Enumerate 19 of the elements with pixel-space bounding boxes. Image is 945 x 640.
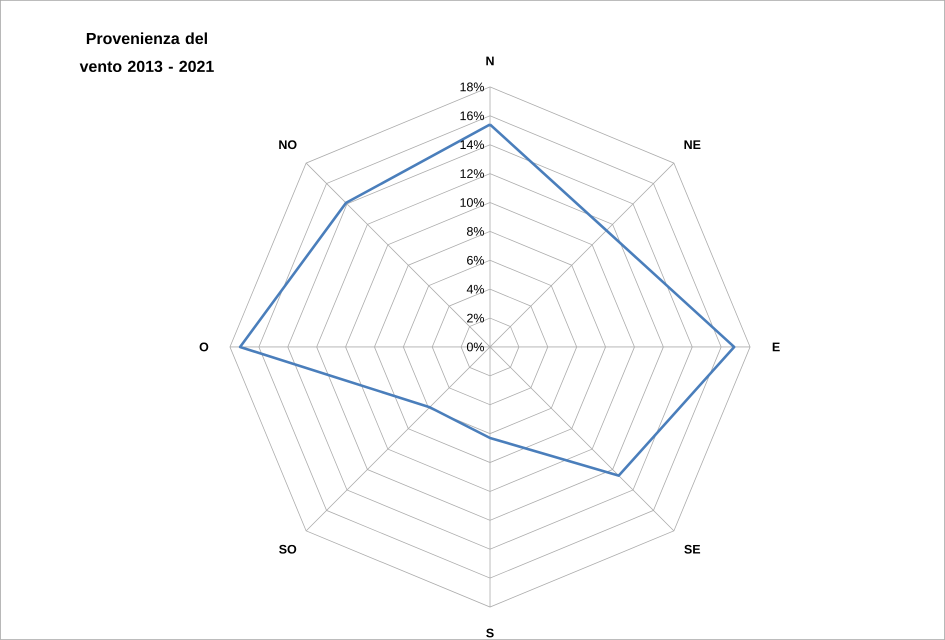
spoke-label: E	[772, 342, 780, 352]
y-tick-label: 10%	[460, 198, 484, 207]
spoke-label: O	[200, 342, 208, 352]
spoke-label: SO	[279, 544, 296, 554]
spoke-label: NO	[279, 140, 297, 150]
y-tick-label: 14%	[460, 140, 484, 150]
y-tick-label: 8%	[467, 227, 484, 236]
chart-title: Provenienza del vento 2013 - 2021	[80, 32, 214, 72]
y-tick-label: 18%	[460, 82, 484, 92]
spoke-label: S	[486, 628, 494, 638]
spoke-label: NE	[684, 140, 700, 150]
y-tick-label: 4%	[466, 284, 484, 294]
y-tick-label: 6%	[467, 256, 484, 265]
spoke-label: N	[486, 56, 494, 66]
y-tick-label: 0%	[466, 342, 484, 352]
y-tick-label: 2%	[467, 314, 484, 322]
y-tick-label: 16%	[460, 111, 484, 120]
y-tick-label: 12%	[460, 169, 484, 178]
spoke-label: SE	[684, 544, 700, 554]
